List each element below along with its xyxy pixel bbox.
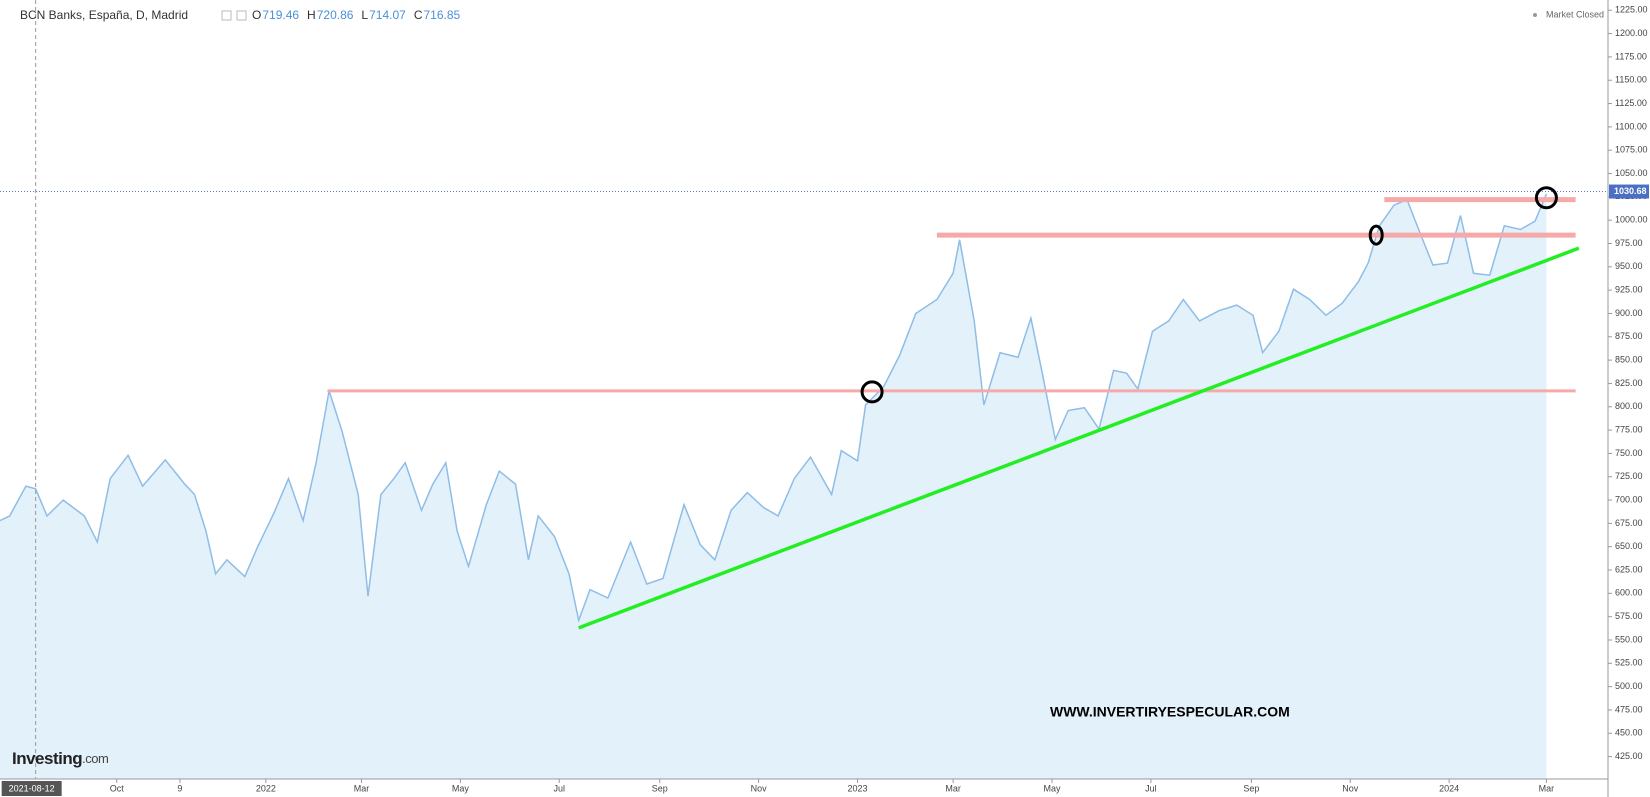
x-tick-label: Sep: [652, 783, 668, 793]
y-tick-label: 725.00: [1615, 471, 1643, 481]
x-axis-band: [0, 779, 1608, 797]
logo-main: Investing: [12, 749, 82, 768]
y-tick-label: 1200.00: [1615, 28, 1648, 38]
plot-area: [0, 0, 1608, 780]
y-tick-label: 950.00: [1615, 261, 1643, 271]
status-dot: [1533, 13, 1537, 17]
x-tick-label: Nov: [1342, 783, 1359, 793]
y-tick-label: 1125.00: [1615, 98, 1647, 108]
last-price-label: 1030.68: [1614, 186, 1647, 196]
y-tick-label: 525.00: [1615, 658, 1643, 668]
y-tick-label: 450.00: [1615, 728, 1643, 738]
chart-title: BCN Banks, España, D, Madrid: [20, 8, 188, 22]
x-tick-label: Mar: [1539, 783, 1555, 793]
ohlc-label: O: [252, 8, 261, 22]
y-tick-label: 1150.00: [1615, 75, 1647, 85]
y-tick-label: 800.00: [1615, 401, 1643, 411]
x-tick-label: 2022: [256, 783, 276, 793]
ohlc-value: 719.46: [262, 8, 299, 22]
y-tick-label: 825.00: [1615, 378, 1643, 388]
x-tick-label: Mar: [354, 783, 370, 793]
trendline: [578, 246, 1580, 630]
y-tick-label: 1175.00: [1615, 51, 1647, 61]
market-status: Market Closed: [1546, 9, 1604, 19]
x-tick-label: Sep: [1243, 783, 1259, 793]
y-tick-label: 775.00: [1615, 424, 1643, 434]
ohlc-value: 716.85: [423, 8, 460, 22]
y-tick-label: 675.00: [1615, 518, 1643, 528]
x-tick-label: May: [452, 783, 470, 793]
ohlc-value: 720.86: [317, 8, 354, 22]
y-tick-label: 475.00: [1615, 704, 1643, 714]
ohlc-label: L: [361, 8, 368, 22]
icon: [221, 10, 232, 21]
marker-circle: [860, 380, 884, 404]
x-tick-label: 9: [177, 783, 182, 793]
x-tick-label: Nov: [751, 783, 768, 793]
y-tick-label: 425.00: [1615, 751, 1643, 761]
price-line: [0, 193, 1548, 624]
ohlc-value: 714.07: [369, 8, 406, 22]
y-tick-label: 900.00: [1615, 308, 1643, 318]
y-tick-label: 1050.00: [1615, 168, 1648, 178]
x-tick-label: Mar: [945, 783, 961, 793]
x-tick-label: 2024: [1439, 783, 1459, 793]
icon: [236, 10, 247, 21]
y-tick-label: 1100.00: [1615, 121, 1647, 131]
marker-circle: [1368, 224, 1384, 246]
y-tick-label: 875.00: [1615, 331, 1643, 341]
y-tick-label: 600.00: [1615, 588, 1643, 598]
crosshair-date-box: [1, 781, 62, 796]
x-tick-label: Jul: [553, 783, 565, 793]
y-tick-label: 925.00: [1615, 285, 1643, 295]
last-price-box: [1609, 184, 1649, 199]
y-tick-label: 500.00: [1615, 681, 1643, 691]
y-tick-label: 550.00: [1615, 634, 1643, 644]
y-tick-label: 575.00: [1615, 611, 1643, 621]
logo: Investing.com: [12, 749, 108, 768]
y-tick-label: 850.00: [1615, 354, 1643, 364]
x-tick-label: Jul: [1145, 783, 1157, 793]
marker-circle: [1534, 186, 1558, 210]
ohlc-label: H: [307, 8, 316, 22]
watermark: WWW.INVERTIRYESPECULAR.COM: [1050, 704, 1290, 720]
y-tick-label: 975.00: [1615, 238, 1643, 248]
crosshair-date: 2021-08-12: [9, 783, 55, 793]
logo-suffix: .com: [82, 751, 108, 766]
y-tick-label: 625.00: [1615, 564, 1643, 574]
y-tick-label: 700.00: [1615, 494, 1643, 504]
y-tick-label: 750.00: [1615, 448, 1643, 458]
y-tick-label: 650.00: [1615, 541, 1643, 551]
x-tick-label: 2023: [847, 783, 867, 793]
y-tick-label: 1225.00: [1615, 5, 1648, 15]
header: BCN Banks, España, D, Madrid O 719.46 H 720…: [20, 8, 1604, 22]
y-tick-label: 1000.00: [1615, 215, 1648, 225]
area: [0, 194, 1547, 780]
x-tick-label: May: [1044, 783, 1062, 793]
x-tick-label: Oct: [110, 783, 125, 793]
ohlc: O 719.46 H 720.86 L 714.07 C 716.85: [252, 8, 461, 22]
ohlc-label: C: [414, 8, 423, 22]
y-tick-label: 1075.00: [1615, 145, 1648, 155]
